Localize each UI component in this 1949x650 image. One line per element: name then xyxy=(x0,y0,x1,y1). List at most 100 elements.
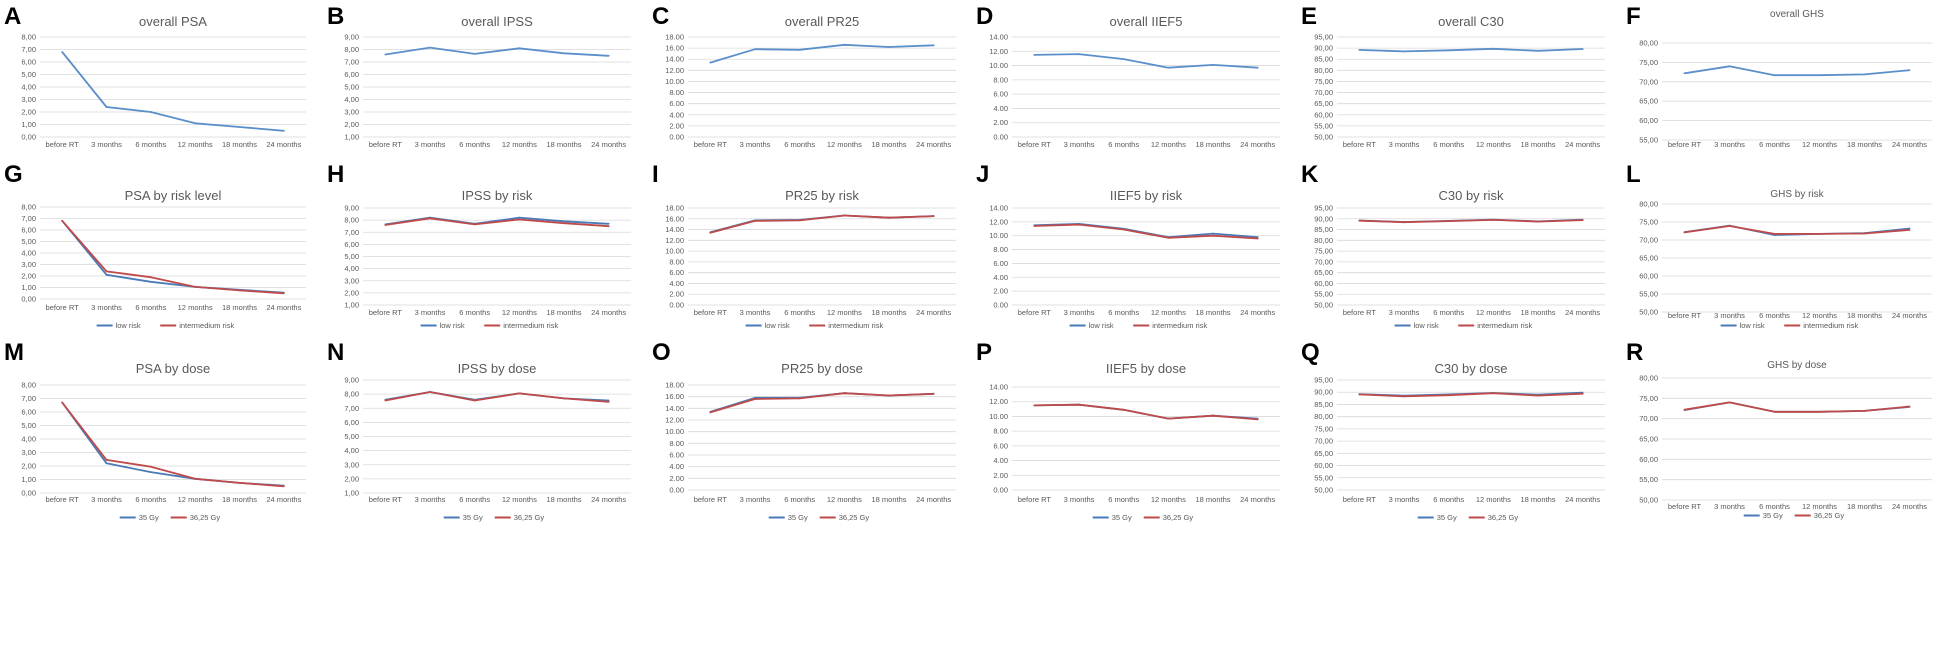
legend-label: 35 Gy xyxy=(463,513,483,522)
data-point xyxy=(282,129,285,132)
chart-title: IIEF5 by risk xyxy=(1110,188,1183,203)
data-point xyxy=(1403,221,1405,224)
chart-title: overall IPSS xyxy=(461,14,533,29)
y-tick-label: 8.00 xyxy=(669,257,684,266)
data-point xyxy=(709,61,712,64)
y-tick-label: 9,00 xyxy=(344,204,359,213)
y-tick-label: 8,00 xyxy=(344,45,359,54)
y-tick-label: 5,00 xyxy=(344,83,359,92)
series-line-overall xyxy=(1034,53,1258,69)
data-point xyxy=(1683,231,1686,234)
y-tick-label: 10.00 xyxy=(989,412,1008,421)
legend-label: low risk xyxy=(116,321,141,330)
y-tick-label: 55,00 xyxy=(1314,473,1333,482)
legend-label: 36,25 Gy xyxy=(190,513,221,522)
legend-label: intermedium risk xyxy=(1152,321,1207,330)
data-point xyxy=(238,481,241,484)
legend-label: low risk xyxy=(440,321,465,330)
y-tick-label: 12.00 xyxy=(665,66,684,75)
legend-item: intermedium risk xyxy=(1133,321,1207,330)
y-tick-label: 2.00 xyxy=(669,121,684,130)
panel-letter: O xyxy=(652,339,671,366)
x-tick-label: 12 months xyxy=(1476,495,1511,504)
x-tick-label: 12 months xyxy=(502,308,537,317)
y-tick-label: 7,00 xyxy=(344,58,359,67)
x-tick-label: 12 months xyxy=(1476,140,1511,149)
chart-title: PSA by risk level xyxy=(125,188,222,203)
y-tick-label: 80,00 xyxy=(1314,412,1333,421)
y-tick-label: 6.00 xyxy=(669,268,684,277)
y-tick-label: 4,00 xyxy=(344,264,359,273)
series-line-overall xyxy=(385,46,609,57)
data-point xyxy=(1728,65,1731,68)
y-tick-label: 9,00 xyxy=(344,376,359,385)
data-point xyxy=(932,392,935,395)
data-point xyxy=(1167,236,1170,239)
chart-title: overall GHS xyxy=(1770,9,1824,20)
data-point xyxy=(1078,403,1080,406)
y-tick-label: 90,00 xyxy=(1314,44,1333,53)
legend-item: low risk xyxy=(1394,321,1439,330)
data-point xyxy=(1212,63,1214,66)
y-tick-label: 50,00 xyxy=(1314,133,1333,142)
data-point xyxy=(1122,228,1125,231)
legend-item: intermedium risk xyxy=(1458,321,1532,330)
y-tick-label: 3,00 xyxy=(21,95,36,104)
data-point xyxy=(563,397,565,400)
y-tick-label: 0.00 xyxy=(993,133,1008,142)
x-tick-label: before RT xyxy=(369,308,403,317)
y-tick-label: 6,00 xyxy=(21,408,36,417)
x-tick-label: 6 months xyxy=(1433,308,1464,317)
series-line-intermedium-risk xyxy=(710,214,934,234)
panel-letter: J xyxy=(976,161,989,188)
legend-label: 35 Gy xyxy=(1437,513,1457,522)
y-tick-label: 8.00 xyxy=(993,427,1008,436)
y-tick-label: 0.00 xyxy=(993,301,1008,310)
x-tick-label: 3 months xyxy=(740,140,771,149)
data-point xyxy=(1033,53,1036,56)
data-point xyxy=(843,392,846,395)
data-point xyxy=(1167,66,1170,69)
x-tick-label: 18 months xyxy=(1195,308,1230,317)
data-point xyxy=(61,51,64,53)
y-tick-label: 8.00 xyxy=(993,245,1008,254)
y-tick-label: 0,00 xyxy=(21,133,36,142)
x-tick-label: 12 months xyxy=(827,308,862,317)
legend-label: intermedium risk xyxy=(179,321,234,330)
data-point xyxy=(1122,408,1125,411)
data-point xyxy=(1447,220,1450,223)
y-tick-label: 10.00 xyxy=(989,231,1008,240)
y-tick-label: 2.00 xyxy=(993,118,1008,127)
y-tick-label: 75,00 xyxy=(1314,77,1333,86)
panel-letter: N xyxy=(327,339,344,366)
x-tick-label: 24 months xyxy=(266,303,301,312)
y-tick-label: 5,00 xyxy=(21,237,36,246)
y-tick-label: 65,00 xyxy=(1314,268,1333,277)
series-line-36-25-gy xyxy=(385,391,609,403)
data-point xyxy=(754,398,756,400)
y-tick-label: 1,00 xyxy=(344,489,359,498)
data-point xyxy=(518,218,521,221)
legend-label: 35 Gy xyxy=(1763,511,1783,520)
data-point xyxy=(754,220,756,222)
legend-item: 36,25 Gy xyxy=(1468,513,1518,522)
x-tick-label: 12 months xyxy=(1151,495,1186,504)
x-tick-label: 18 months xyxy=(1520,308,1555,317)
x-tick-label: before RT xyxy=(1668,502,1702,511)
data-point xyxy=(238,289,241,292)
data-point xyxy=(105,459,108,461)
chart-panel-o: O PR25 by dose 0.00 2.00 4.00 6.00 8.00 10.00 12… xyxy=(648,339,966,650)
x-tick-label: 6 months xyxy=(784,140,815,149)
legend-item: 36,25 Gy xyxy=(1143,513,1193,522)
y-tick-label: 6.00 xyxy=(993,259,1008,268)
legend-label: 36,25 Gy xyxy=(1814,511,1845,520)
y-tick-label: 2,00 xyxy=(344,120,359,129)
x-tick-label: 3 months xyxy=(1389,495,1420,504)
x-tick-label: before RT xyxy=(1343,495,1377,504)
x-tick-label: 18 months xyxy=(546,308,581,317)
y-tick-label: 16.00 xyxy=(665,44,684,53)
y-tick-label: 5,00 xyxy=(21,70,36,79)
data-point xyxy=(1256,236,1259,238)
x-tick-label: 24 months xyxy=(1240,140,1275,149)
